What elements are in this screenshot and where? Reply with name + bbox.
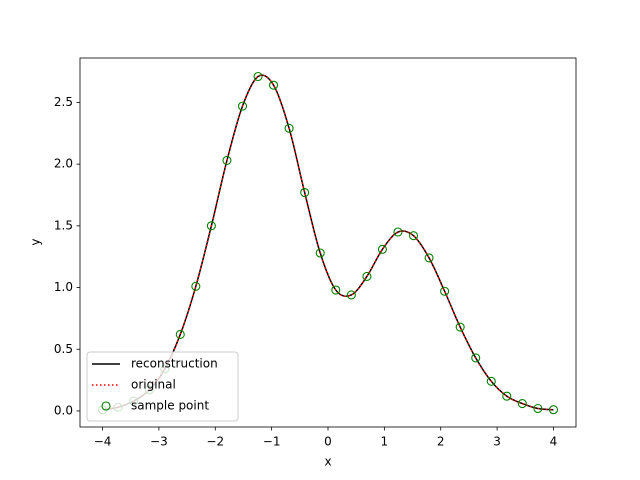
x-tick-label: −1 [263,435,281,449]
legend-box [86,351,239,422]
x-tick-label: 0 [324,435,332,449]
y-tick-label: 1.5 [54,218,73,232]
legend-label: reconstruction [131,357,218,371]
sample-point [393,227,403,237]
x-axis-label: x [324,455,331,469]
sample-point [486,376,496,386]
sample-point [533,403,543,414]
x-tick-label: −4 [94,435,112,449]
y-tick-label: 0.5 [54,342,73,356]
x-tick-label: 2 [437,435,445,449]
sample-point [284,123,294,133]
sample-point [362,271,372,281]
sample-point [408,231,419,241]
sample-point [331,285,341,295]
sample-point [471,353,481,363]
y-tick-label: 0.0 [54,403,73,417]
sample-point [346,290,356,300]
y-axis-label: y [29,238,43,245]
x-tick-label: 3 [493,435,501,449]
sample-point [455,322,465,332]
sample-point [517,399,527,409]
legend-marker [101,401,111,411]
sample-point [175,329,185,339]
sample-point [206,221,216,231]
sample-point [424,253,434,263]
sample-point [253,71,263,82]
sample-point [377,244,387,254]
sample-point [191,281,201,291]
sample-point [440,286,450,296]
sample-point [300,187,310,198]
y-tick-label: 2.0 [54,157,73,171]
legend-label: original [131,378,176,392]
sample-point [548,405,559,415]
y-tick-label: 1.0 [54,280,73,294]
legend-label: sample point [131,399,209,413]
sample-point [315,248,325,258]
sample-point [237,101,248,111]
x-tick-label: 4 [550,435,558,449]
x-tick-label: 1 [381,435,389,449]
series-line [102,74,554,411]
y-tick-label: 2.5 [54,95,73,109]
sample-point [222,155,232,165]
sample-point [269,80,279,90]
x-tick-label: −2 [206,435,224,449]
x-tick-label: −3 [150,435,168,449]
sample-point [502,391,512,401]
